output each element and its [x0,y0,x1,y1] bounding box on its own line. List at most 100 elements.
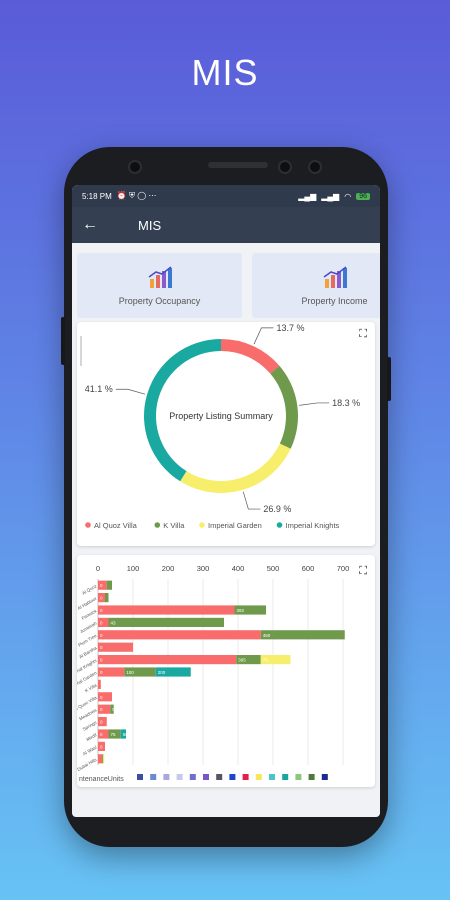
bar-segment [98,617,109,627]
y-category-label: Al Barsha [78,645,98,659]
report-tiles: Property Occupancy Property Income [77,253,380,318]
y-category-label: Fenwick [81,608,98,621]
bar-segment [103,754,105,764]
bar-data-label: 0 [100,720,103,725]
bar-data-label: 0 [100,707,103,712]
x-tick-label: 700 [337,564,350,573]
bar-segment [110,704,114,714]
bar-data-label: 0 [100,633,103,638]
bar-data-label: 75 [263,658,269,663]
bar-data-label: 0 [100,645,103,650]
y-category-label: Meadows [78,707,98,721]
bar-segment [98,729,109,739]
x-tick-label: 200 [162,564,175,573]
bar-segment [98,605,235,615]
bar-segment [98,704,111,714]
y-category-label: Springs [82,719,98,731]
leader-line [253,327,274,345]
bar-data-label: 100 [126,670,134,675]
bar-data-label: 75 [111,732,117,737]
legend-label: ntenanceUnits [79,776,124,783]
slice-value-label: 13.7 % [276,323,304,333]
donut-chart: 13.7 % 18.3 % 26.9 % 41.1 % Property Listing… [80,323,360,530]
legend-swatch [282,774,289,780]
bar-segment [98,655,237,665]
slice-value-label: 41.1 % [85,384,113,394]
donut-slice [180,443,291,493]
leader-line [299,402,330,406]
bar-segment [124,667,156,677]
y-category-label: K Villa [84,682,98,693]
tile-label: Property Occupancy [118,295,201,306]
y-category-label: Jumeirah [79,620,98,634]
legend-label: Al Quoz Villa [94,521,138,530]
status-bar: 5:18 PM ⏰ ⛨ ◯ ⋯ ▂▄▆ ▂▄▆ ◠ 96 [72,185,380,207]
bar-segment [98,754,103,764]
bar-segment [155,667,191,677]
bar-data-label: 395 [238,658,246,663]
legend-swatch [163,774,170,780]
tile-property-occupancy[interactable]: Property Occupancy [77,253,242,318]
legend-swatch [137,774,143,780]
legend-swatch [295,774,302,780]
legend-swatch [321,774,328,780]
bar-segment [98,630,261,640]
bar-segment [98,679,101,689]
bar-data-label: 0 [100,695,103,700]
app-bar: ← MIS [72,207,380,243]
bar-segment [102,754,104,764]
expand-icon[interactable]: ⛶ [359,328,367,340]
bar-segment [108,729,121,739]
bar-data-label: 0 [100,744,103,749]
legend-marker [276,522,283,528]
bar-data-label: 200 [158,670,166,675]
front-camera-icon [128,160,142,174]
legend-swatch [242,774,249,780]
slice-value-label: 26.9 % [263,504,291,514]
x-tick-label: 400 [232,564,245,573]
status-time: 5:18 PM [82,191,112,201]
x-tick-label: 0 [96,564,100,573]
bar-segment [108,617,224,627]
bar-data-label: 0 [100,620,103,625]
legend-swatch [255,774,262,780]
wifi-icon: ◠ [344,191,352,201]
bar-segment [260,655,291,665]
bar-data-label: 460 [263,633,271,638]
tile-property-income[interactable]: Property Income [252,253,380,318]
volume-button [61,317,65,365]
bar-segment [236,655,261,665]
bar-segment [98,642,133,652]
legend-swatch [203,774,209,780]
bar-segment [98,593,105,603]
bar-segment [98,717,107,727]
sensor-icon [278,160,292,174]
donut-chart-card: ⛶ 13.7 % 18.3 % 26.9 % 41.1 % Property Listi… [77,322,375,546]
bar-data-label: 43 [111,620,117,625]
back-arrow-icon[interactable]: ← [82,216,98,233]
legend-swatch [150,774,157,780]
expand-icon[interactable]: ⛶ [359,565,367,577]
bar-data-label: 0 [100,608,103,613]
bar-segment [120,729,126,739]
bar-data-label: 50 [123,732,129,737]
battery-icon: 96 [356,192,370,200]
bar-chart-card: ⛶ 0 100 200 300 400 500 600 700 Al Quoz 0 Al Habto… [72,555,375,787]
y-category-label: Al Wasl [82,745,98,757]
bar-segment [98,692,112,702]
bar-segment [98,741,105,751]
leader-line [115,388,146,395]
bar-segment [106,580,112,590]
slice-value-label: 18.3 % [332,398,360,408]
legend-swatch [229,774,236,780]
bar-chart-icon [148,265,172,288]
x-tick-label: 300 [197,564,210,573]
legend-label: Imperial Knights [286,521,340,530]
bar-chart-icon [323,265,347,288]
legend-swatch [308,774,315,780]
donut-slice [144,339,221,482]
tile-label: Property Income [301,295,368,306]
legend-marker [154,522,161,528]
bar-segment [98,580,107,590]
